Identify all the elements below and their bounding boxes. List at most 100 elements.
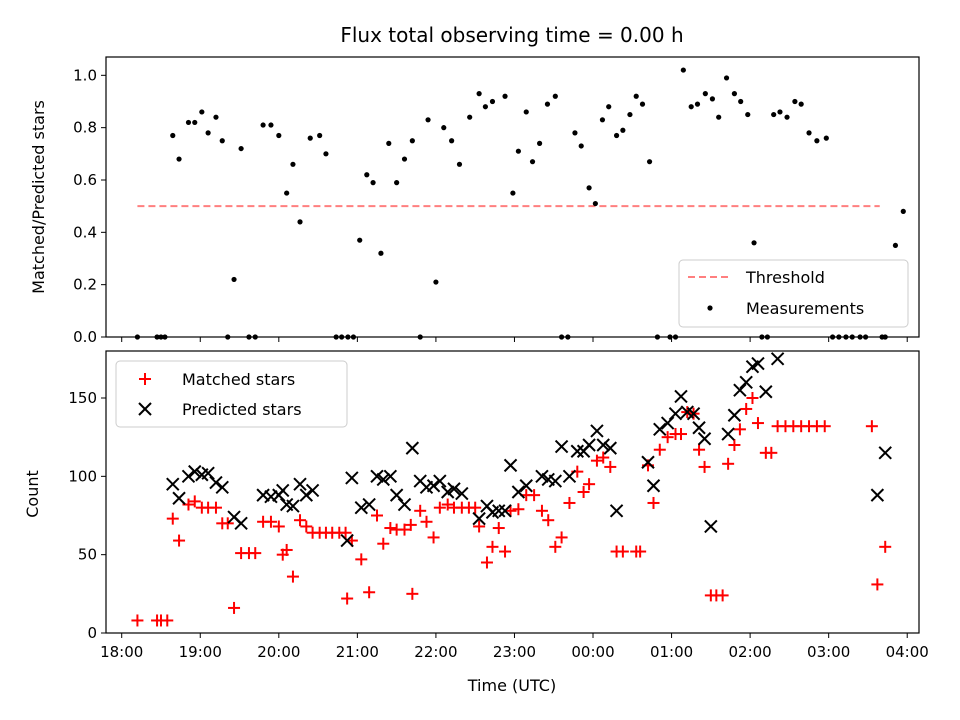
predicted-star-point xyxy=(582,438,596,452)
measurement-point xyxy=(620,127,626,133)
predicted-star-point xyxy=(674,389,688,404)
predicted-star-point xyxy=(201,466,215,480)
predicted-star-point xyxy=(603,441,618,455)
bottom-x-axis-label: Time (UTC) xyxy=(467,676,556,695)
threshold-legend-label: Threshold xyxy=(745,268,825,287)
bottom-x-tick-label: 20:00 xyxy=(257,643,300,661)
matched-star-point xyxy=(693,443,706,456)
predicted-star-point xyxy=(299,488,314,502)
measurement-point xyxy=(806,130,812,136)
predicted-star-point xyxy=(739,375,753,390)
predicted-legend-label: Predicted stars xyxy=(182,400,302,419)
predicted-star-point xyxy=(256,488,270,502)
bottom-y-tick-label: 50 xyxy=(78,546,97,564)
predicted-star-point xyxy=(492,504,506,518)
predicted-star-point xyxy=(562,469,577,484)
measurement-point xyxy=(323,151,329,157)
matched-star-point xyxy=(161,614,174,627)
predicted-star-point xyxy=(554,439,569,454)
measurement-point xyxy=(510,190,516,196)
measurement-point xyxy=(170,132,176,139)
measurement-point xyxy=(268,122,274,128)
measurement-point xyxy=(260,122,266,128)
predicted-star-point xyxy=(498,504,512,518)
matched-star-point xyxy=(590,454,603,467)
measurement-point xyxy=(745,111,751,118)
measurements-legend-swatch xyxy=(707,305,713,311)
measurement-point xyxy=(523,109,529,115)
measurement-point xyxy=(449,138,455,144)
predicted-star-point xyxy=(166,477,180,491)
top-y-tick-label: 0.6 xyxy=(73,171,97,189)
predicted-star-point xyxy=(345,471,359,485)
predicted-star-point xyxy=(426,479,441,493)
predicted-star-point xyxy=(721,427,735,441)
bottom-plot-area xyxy=(131,352,892,627)
matched-star-point xyxy=(563,496,576,509)
matched-star-point xyxy=(499,545,512,558)
bottom-x-tick-label: 00:00 xyxy=(571,643,614,661)
bottom-x-tick-label: 03:00 xyxy=(807,643,850,661)
matched-star-point xyxy=(751,417,764,430)
matched-star-point xyxy=(420,515,433,528)
measurement-point xyxy=(633,93,639,99)
measurement-point xyxy=(544,101,551,107)
measurement-point xyxy=(441,125,447,131)
predicted-star-point xyxy=(697,432,712,446)
measurement-point xyxy=(290,161,296,167)
predicted-star-point xyxy=(641,455,655,469)
matched-star-point xyxy=(647,496,660,509)
matched-legend-label: Matched stars xyxy=(182,370,295,389)
predicted-star-point xyxy=(727,408,742,422)
bottom-legend: Matched stars Predicted stars xyxy=(115,360,348,428)
top-plot-frame xyxy=(105,56,920,338)
measurement-point xyxy=(219,138,225,144)
matched-star-point xyxy=(504,504,517,517)
matched-star-point xyxy=(765,446,778,459)
measurement-point xyxy=(646,159,653,165)
measurement-point xyxy=(738,98,744,105)
measurement-point xyxy=(751,240,757,246)
predicted-star-point xyxy=(447,482,461,496)
matched-star-point xyxy=(512,503,525,516)
top-y-tick-label: 1.0 xyxy=(73,66,97,84)
predicted-star-point xyxy=(234,516,248,531)
predicted-star-point xyxy=(209,475,223,490)
top-y-axis-label: Matched/Predicted stars xyxy=(29,100,48,294)
measurement-point xyxy=(627,111,633,118)
measurement-point xyxy=(231,276,237,283)
predicted-star-point xyxy=(733,383,747,397)
measurement-point xyxy=(456,161,463,167)
measurement-point xyxy=(892,242,899,249)
matched-star-point xyxy=(492,522,505,535)
predicted-star-point xyxy=(472,511,486,526)
predicted-star-point xyxy=(751,356,765,371)
measurement-point xyxy=(357,237,363,243)
predicted-star-point xyxy=(264,489,278,504)
matched-star-point xyxy=(528,489,541,502)
measurement-point xyxy=(814,138,820,144)
bottom-y-axis-label: Count xyxy=(23,470,42,518)
bottom-y-tick-label: 100 xyxy=(68,467,97,485)
matched-star-point xyxy=(542,514,555,527)
measurement-point xyxy=(297,219,303,225)
measurement-point xyxy=(394,180,400,186)
predicted-star-point xyxy=(397,497,412,512)
matched-star-point xyxy=(384,522,397,535)
matched-star-point xyxy=(661,431,674,444)
matched-legend-swatch xyxy=(139,373,151,385)
predicted-star-point xyxy=(692,421,706,435)
measurement-point xyxy=(599,117,606,123)
bottom-y-tick-label: 0 xyxy=(87,624,97,642)
measurement-point xyxy=(572,130,578,136)
matched-star-point xyxy=(249,547,262,560)
matched-star-point xyxy=(549,540,562,553)
measurement-point xyxy=(238,145,244,152)
measurement-point xyxy=(276,132,282,139)
matched-star-point xyxy=(441,498,454,511)
measurement-point xyxy=(537,140,543,146)
bottom-x-tick-label: 01:00 xyxy=(650,643,693,661)
measurement-point xyxy=(370,180,376,186)
predicted-star-point xyxy=(535,469,549,484)
